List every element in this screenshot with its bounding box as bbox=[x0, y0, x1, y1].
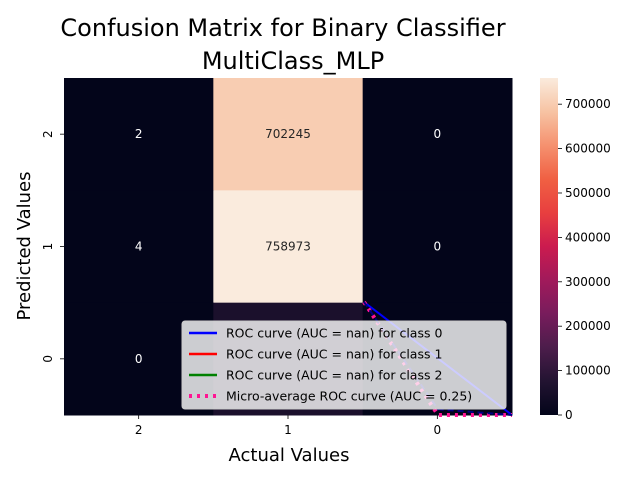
legend-entry-label: ROC curve (AUC = nan) for class 1 bbox=[226, 347, 442, 362]
legend-entry-label: ROC curve (AUC = nan) for class 2 bbox=[226, 368, 442, 383]
colorbar-tick-label: 600000 bbox=[565, 142, 611, 156]
heatmap-cell bbox=[64, 78, 214, 191]
cell-value-label: 0 bbox=[135, 352, 143, 366]
roc-curve-micro-average bbox=[362, 300, 512, 417]
colorbar-tick-label: 400000 bbox=[565, 230, 611, 244]
cell-value-label: 758973 bbox=[265, 240, 311, 254]
cell-labels: 2 702245 0 4 758973 0 0 bbox=[135, 127, 441, 366]
colorbar-tick-label: 300000 bbox=[565, 275, 611, 289]
legend: ROC curve (AUC = nan) for class 0 ROC cur… bbox=[181, 320, 507, 410]
y-tick-label: 0 bbox=[41, 355, 55, 363]
legend-entry-label: Micro-average ROC curve (AUC = 0.25) bbox=[226, 389, 472, 404]
colorbar-ticks: 0 100000 200000 300000 400000 500000 600000 700… bbox=[558, 97, 611, 422]
cell-value-label: 702245 bbox=[265, 127, 311, 141]
heatmap-cell bbox=[213, 190, 364, 304]
y-tick-label: 1 bbox=[41, 243, 55, 251]
y-tick-label: 2 bbox=[41, 130, 55, 138]
y-axis-ticks: 2 1 0 bbox=[41, 130, 64, 363]
colorbar-tick-label: 0 bbox=[565, 408, 573, 422]
colorbar-tick-label: 100000 bbox=[565, 364, 611, 378]
heatmap-cell bbox=[213, 78, 364, 191]
legend-entry-label: ROC curve (AUC = nan) for class 0 bbox=[226, 326, 442, 341]
cell-value-label: 0 bbox=[434, 127, 442, 141]
chart-title-line-2: MultiClass_MLP bbox=[202, 47, 384, 75]
x-tick-label: 2 bbox=[135, 423, 143, 437]
chart-title: Confusion Matrix for Binary Classifier M… bbox=[60, 14, 505, 75]
x-axis-ticks: 2 1 0 bbox=[135, 415, 441, 437]
heatmap-cell bbox=[362, 78, 513, 191]
x-axis-title: Actual Values bbox=[229, 445, 350, 466]
y-axis-title: Predicted Values bbox=[14, 171, 35, 320]
chart-title-line-1: Confusion Matrix for Binary Classifier bbox=[60, 14, 505, 42]
colorbar-tick-label: 500000 bbox=[565, 186, 611, 200]
colorbar bbox=[540, 78, 558, 415]
heatmap-cell bbox=[64, 190, 214, 304]
legend-box bbox=[181, 320, 507, 410]
heatmap-cell bbox=[362, 190, 513, 304]
cell-value-label: 2 bbox=[135, 127, 143, 141]
colorbar-tick-label: 700000 bbox=[565, 97, 611, 111]
cell-value-label: 4 bbox=[135, 240, 143, 254]
cell-value-label: 0 bbox=[434, 240, 442, 254]
x-tick-label: 0 bbox=[434, 423, 442, 437]
colorbar-tick-label: 200000 bbox=[565, 319, 611, 333]
x-tick-label: 1 bbox=[284, 423, 292, 437]
